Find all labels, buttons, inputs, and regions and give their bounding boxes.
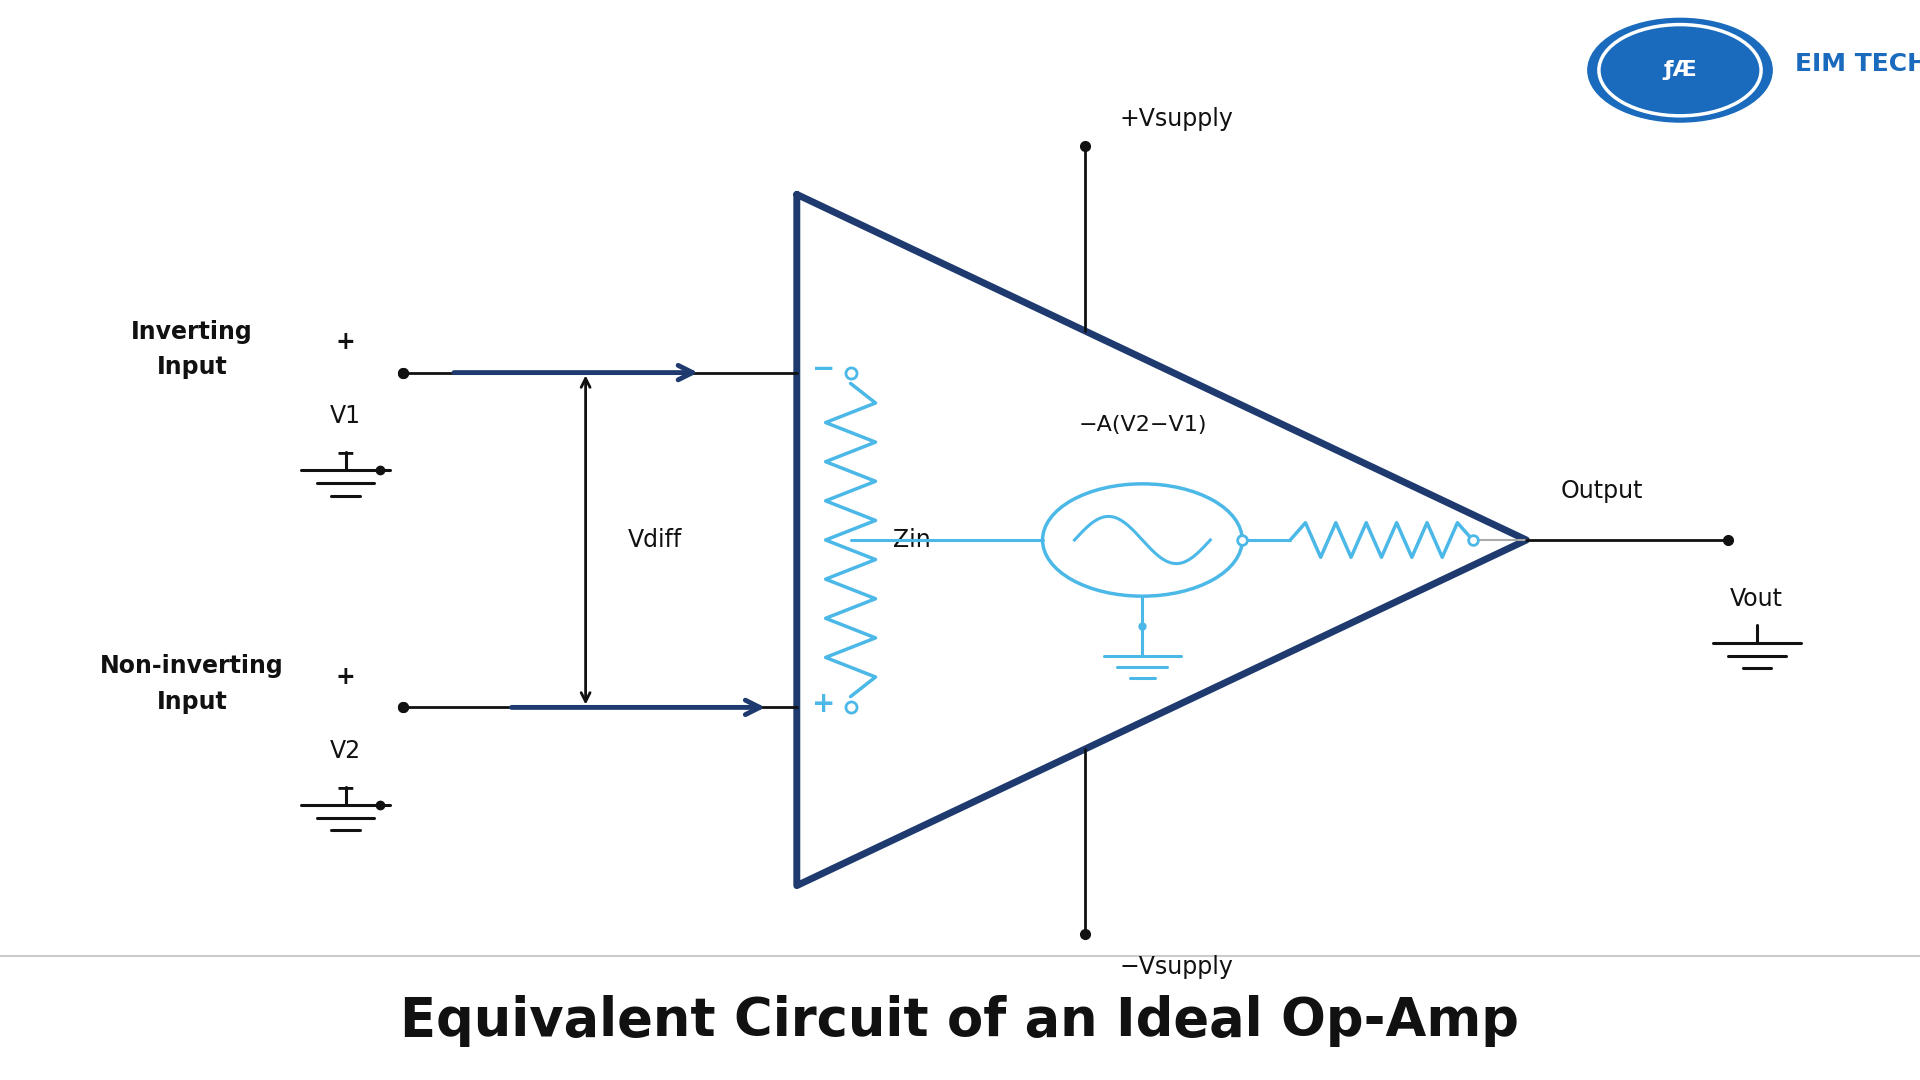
Text: Zin: Zin [893, 528, 931, 552]
Text: −: − [812, 355, 835, 383]
Text: +: + [336, 330, 355, 354]
Text: Input: Input [157, 355, 227, 379]
Text: Vout: Vout [1730, 588, 1784, 611]
Text: ƒÆ: ƒÆ [1663, 60, 1697, 80]
Text: −: − [336, 442, 355, 465]
Text: Output: Output [1561, 480, 1644, 503]
Text: −A(V2−V1): −A(V2−V1) [1079, 415, 1206, 435]
Text: +Vsupply: +Vsupply [1119, 107, 1233, 131]
Text: Input: Input [157, 690, 227, 714]
Text: +: + [336, 665, 355, 689]
Text: EIM TECHNOLOGY: EIM TECHNOLOGY [1795, 52, 1920, 76]
Text: Non-inverting: Non-inverting [100, 654, 284, 678]
Text: −: − [336, 777, 355, 800]
Text: V1: V1 [330, 404, 361, 428]
Text: −Vsupply: −Vsupply [1119, 955, 1233, 978]
Text: V2: V2 [330, 739, 361, 762]
Text: Inverting: Inverting [131, 320, 253, 343]
Text: +: + [812, 690, 835, 718]
Circle shape [1588, 18, 1772, 122]
Text: Equivalent Circuit of an Ideal Op-Amp: Equivalent Circuit of an Ideal Op-Amp [401, 995, 1519, 1047]
Text: Vdiff: Vdiff [628, 528, 682, 552]
